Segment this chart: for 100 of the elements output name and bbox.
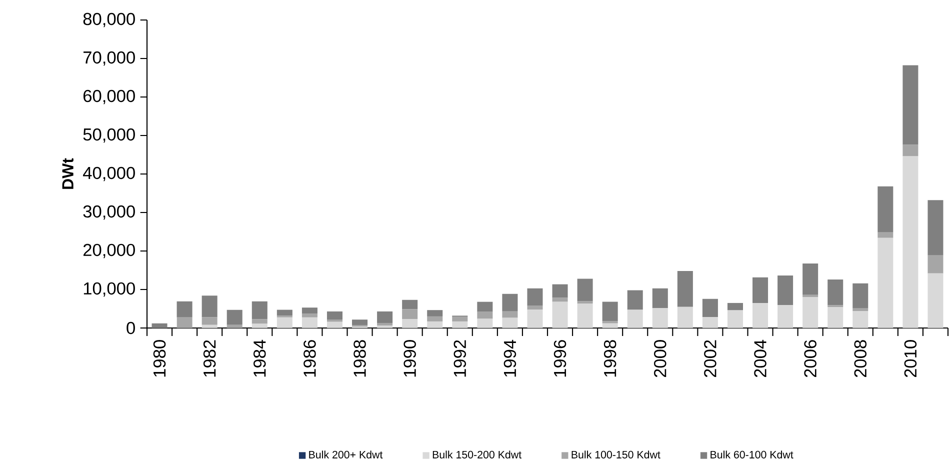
bar — [928, 200, 944, 256]
x-tick-label: 1996 — [554, 340, 566, 377]
bar — [928, 273, 944, 328]
x-tick-label: 1988 — [354, 340, 366, 377]
y-axis-title: DWt — [62, 158, 74, 190]
x-tick-label: 1982 — [203, 340, 216, 377]
x-tick-label: 1992 — [454, 340, 466, 377]
bar — [727, 303, 743, 310]
legend-label: Bulk 60-100 Kdwt — [710, 450, 794, 459]
bar — [477, 312, 493, 319]
y-tick-label: 60,000 — [83, 90, 135, 104]
bar — [928, 256, 944, 274]
x-tick-label: 1984 — [254, 340, 266, 377]
bar — [828, 280, 844, 306]
bar — [202, 325, 218, 328]
bar — [902, 144, 918, 156]
bar — [377, 323, 393, 326]
bar — [652, 308, 668, 328]
bar — [252, 319, 268, 324]
x-tick-label: 2006 — [804, 340, 816, 378]
bar — [226, 310, 242, 326]
bar — [702, 299, 718, 318]
bar — [577, 304, 593, 328]
y-tick-label: 40,000 — [83, 166, 135, 182]
bar — [402, 309, 418, 320]
bar — [326, 322, 342, 328]
bar — [577, 301, 593, 304]
legend-label: Bulk 200+ Kdwt — [309, 450, 383, 459]
bar — [276, 310, 292, 316]
bar — [878, 238, 894, 328]
x-tick-label: 1990 — [404, 340, 416, 377]
bar — [627, 310, 643, 328]
bar — [527, 310, 543, 328]
bar — [352, 320, 368, 326]
bar — [828, 307, 844, 328]
bar — [727, 310, 743, 328]
bar — [302, 308, 318, 314]
bar — [552, 298, 568, 302]
y-tick-label: 0 — [126, 322, 135, 334]
legend-label: Bulk 100-150 Kdwt — [572, 450, 660, 459]
bar — [677, 271, 693, 307]
bar — [477, 318, 493, 328]
bar — [427, 316, 443, 322]
y-tick-label: 80,000 — [83, 12, 135, 28]
x-tick-label: 1998 — [604, 340, 616, 377]
bar — [677, 306, 693, 328]
bar — [252, 324, 268, 328]
bar — [427, 322, 443, 328]
legend-label: Bulk 150-200 Kdwt — [432, 450, 522, 459]
bar — [202, 296, 218, 318]
bar — [752, 278, 768, 304]
bar — [652, 288, 668, 308]
x-tick-label: 2010 — [904, 340, 917, 378]
bar — [602, 302, 618, 322]
x-tick-label: 2002 — [704, 340, 716, 378]
y-tick-label: 70,000 — [84, 51, 135, 66]
bar — [527, 288, 543, 306]
bar — [226, 325, 242, 328]
bar — [852, 283, 868, 309]
bar — [802, 297, 818, 328]
bar — [902, 156, 918, 328]
bar — [878, 186, 894, 232]
bar — [176, 302, 192, 318]
y-tick-label: 30,000 — [83, 205, 135, 220]
bar — [276, 318, 292, 328]
x-tick-label: 1980 — [153, 340, 166, 377]
bar — [252, 302, 268, 320]
bar — [502, 312, 518, 318]
bar — [552, 284, 568, 298]
bar — [402, 319, 418, 328]
bar — [477, 302, 493, 312]
bar — [752, 303, 768, 328]
bar — [402, 300, 418, 310]
bar — [502, 318, 518, 328]
bar — [427, 310, 443, 317]
bar — [377, 326, 393, 328]
bar — [326, 312, 342, 320]
bar — [702, 317, 718, 328]
x-tick-label: 1986 — [304, 340, 316, 377]
bar — [627, 290, 643, 310]
y-tick-label: 50,000 — [83, 128, 135, 143]
bar — [452, 322, 468, 328]
bar — [878, 232, 894, 238]
bar — [152, 324, 168, 328]
bar — [852, 311, 868, 328]
y-tick-label: 20,000 — [83, 244, 135, 258]
bar — [577, 278, 593, 302]
bar — [602, 324, 618, 328]
bar — [176, 318, 192, 328]
bar — [778, 276, 794, 306]
bar — [502, 294, 518, 312]
x-tick-label: 2004 — [754, 340, 766, 378]
bar — [852, 308, 868, 312]
bar — [552, 302, 568, 328]
bar — [377, 312, 393, 324]
x-tick-label: 2000 — [654, 340, 666, 378]
bar — [452, 316, 468, 322]
y-tick-label: 10,000 — [84, 282, 135, 297]
bar — [902, 65, 918, 145]
bar — [778, 305, 794, 328]
